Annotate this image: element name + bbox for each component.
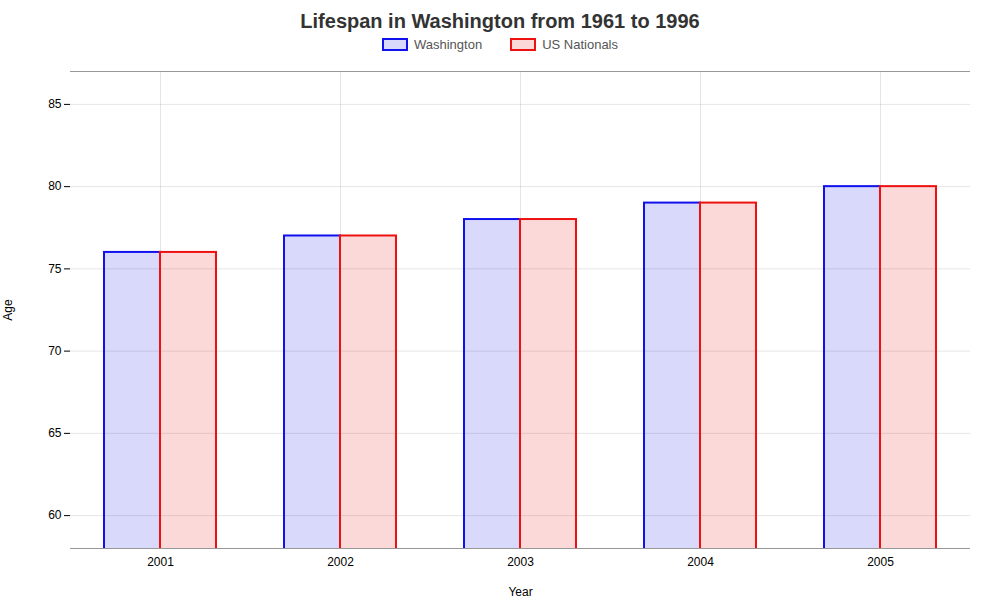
svg-text:75: 75 [48, 262, 62, 276]
html-text:Washington: Washington [414, 37, 483, 52]
svg-text:80: 80 [48, 179, 62, 193]
svg-text:65: 65 [48, 426, 62, 440]
svg-text:70: 70 [48, 344, 62, 358]
svg-text:Age: Age [1, 299, 15, 321]
html-text:US Nationals: US Nationals [542, 37, 618, 52]
svg-text:60: 60 [48, 508, 62, 522]
svg-text:2004: 2004 [687, 555, 714, 569]
svg-text:2001: 2001 [147, 555, 174, 569]
html-text:Lifespan in Washington from 19: Lifespan in Washington from 1961 to 1996 [300, 10, 700, 32]
svg-text:Year: Year [508, 585, 532, 599]
svg-text:85: 85 [48, 97, 62, 111]
svg-text:2002: 2002 [327, 555, 354, 569]
svg-text:2005: 2005 [867, 555, 894, 569]
svg-text:2003: 2003 [507, 555, 534, 569]
